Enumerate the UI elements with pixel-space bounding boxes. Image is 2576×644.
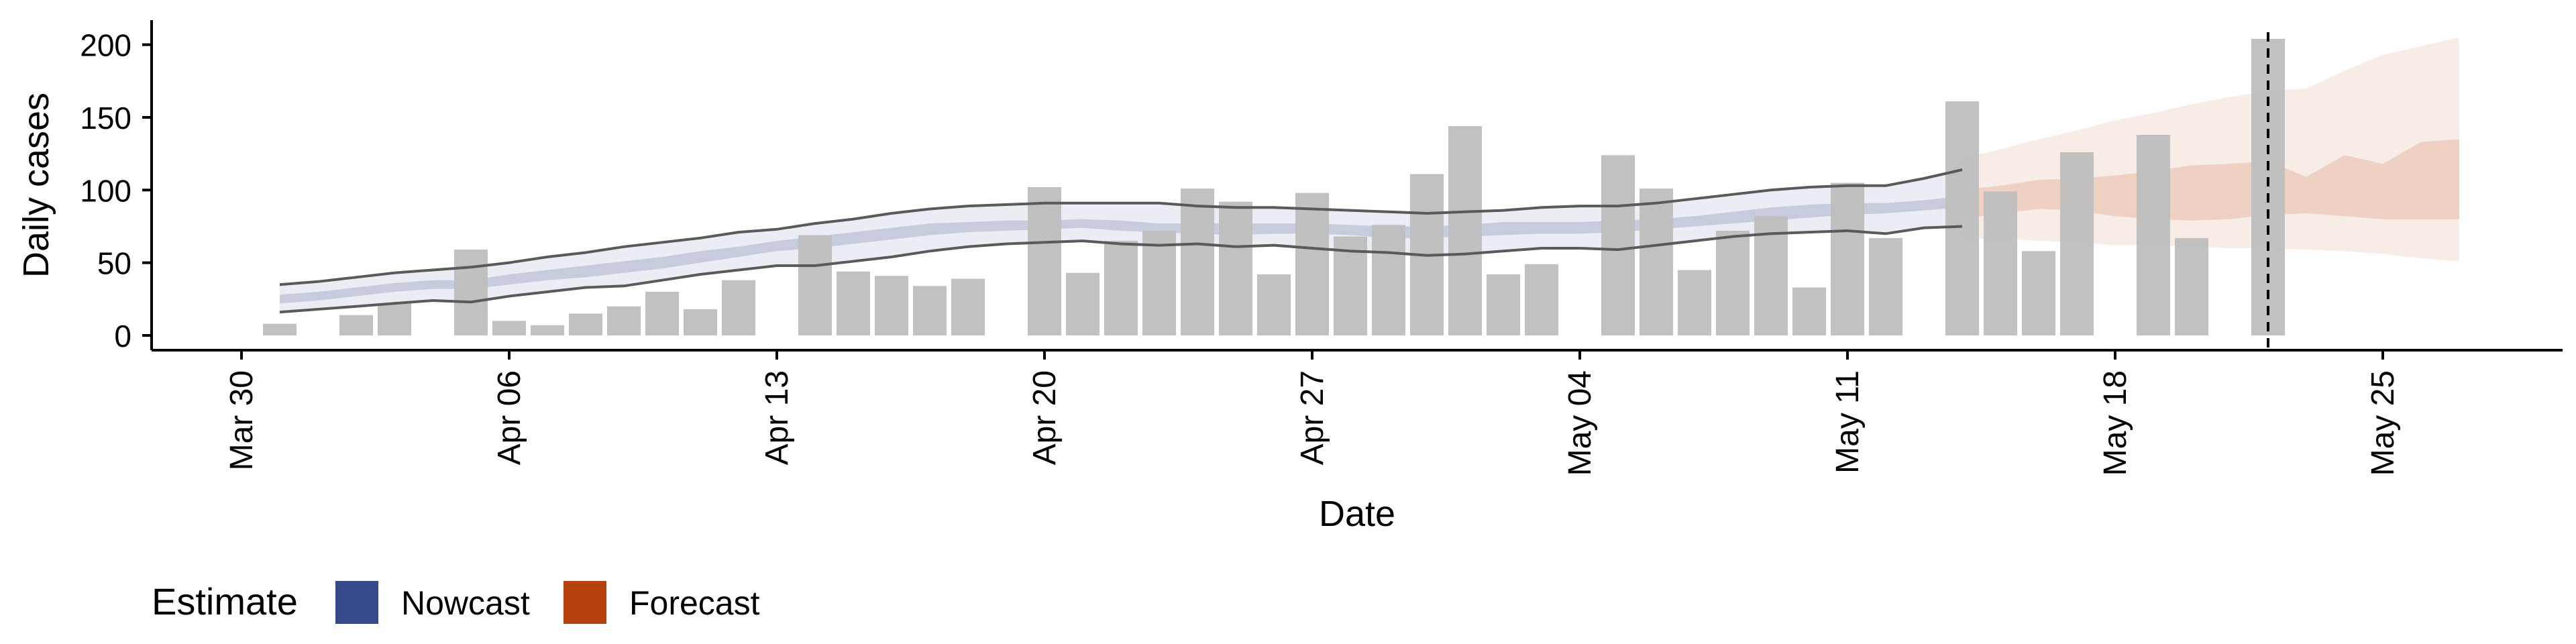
- x-tick-label: Mar 30: [224, 370, 260, 470]
- case-bar: [569, 313, 602, 335]
- case-bar: [263, 323, 297, 335]
- case-bar: [1754, 216, 1788, 335]
- case-bar: [875, 276, 908, 335]
- legend: Estimate Nowcast Forecast: [152, 580, 760, 624]
- case-bar: [645, 292, 679, 335]
- case-bar: [1066, 272, 1099, 335]
- case-bar: [492, 321, 526, 335]
- x-tick-label: May 25: [2365, 370, 2401, 476]
- case-bar: [607, 306, 641, 335]
- case-bar: [1601, 155, 1635, 336]
- case-bar: [1831, 182, 1864, 335]
- case-bar: [2175, 237, 2208, 335]
- nowcast-interval-lines: [279, 168, 1963, 314]
- x-axis-title: Date: [1319, 494, 1395, 534]
- case-bar: [722, 280, 755, 335]
- x-tick-label: Apr 27: [1295, 370, 1330, 465]
- x-tick-label: Apr 13: [759, 370, 795, 465]
- nowcast-lower-line: [279, 225, 1963, 314]
- y-tick-label: 0: [114, 319, 131, 354]
- x-tick-label: May 18: [2098, 370, 2133, 476]
- case-bar: [1142, 231, 1176, 335]
- nowcast-upper-line: [279, 168, 1963, 286]
- daily-case-bars: [263, 38, 2285, 336]
- case-bar: [1716, 231, 1750, 335]
- nowcast-50-band: [280, 196, 1962, 304]
- case-bar: [1104, 241, 1138, 335]
- case-bar: [1257, 274, 1291, 335]
- case-bar: [531, 325, 564, 335]
- case-bar: [1334, 236, 1367, 335]
- case-bar: [339, 315, 373, 335]
- x-tick-label: Apr 20: [1027, 370, 1063, 465]
- y-ticks: 0 50 100 150 200: [80, 28, 152, 354]
- case-bar: [1181, 189, 1214, 335]
- case-bar: [1792, 287, 1826, 335]
- case-bar: [1219, 201, 1252, 335]
- case-bar: [2022, 251, 2055, 335]
- case-bar: [1372, 225, 1405, 335]
- y-tick-label: 50: [97, 246, 131, 281]
- case-bar: [1984, 191, 2017, 335]
- forecast-ribbons: [1962, 37, 2459, 262]
- case-bar: [837, 271, 870, 335]
- case-bar: [1525, 264, 1558, 335]
- case-bar: [951, 278, 985, 335]
- legend-title: Estimate: [152, 580, 298, 623]
- case-bar: [1028, 187, 1061, 335]
- axes: [150, 20, 2563, 352]
- case-bar: [1448, 126, 1482, 335]
- case-bar: [1678, 270, 1711, 335]
- case-bar: [1487, 274, 1520, 335]
- case-bar: [1869, 237, 1902, 335]
- case-bar: [1640, 189, 1673, 335]
- legend-swatch-nowcast: [335, 581, 378, 624]
- case-bar: [1945, 101, 1979, 335]
- y-tick-label: 100: [80, 173, 131, 208]
- x-tick-label: May 04: [1562, 370, 1598, 476]
- x-tick-label: May 11: [1830, 370, 1866, 474]
- case-bar: [913, 286, 947, 335]
- legend-label-nowcast: Nowcast: [401, 584, 530, 622]
- legend-label-forecast: Forecast: [629, 584, 760, 622]
- case-bar: [684, 309, 717, 335]
- y-tick-label: 200: [80, 28, 131, 63]
- forecast-90-band: [1962, 37, 2459, 262]
- legend-swatch-forecast: [564, 581, 606, 624]
- case-bar: [2060, 152, 2094, 335]
- case-bar: [798, 235, 832, 335]
- y-axis-title: Daily cases: [16, 93, 56, 278]
- case-bar: [1295, 193, 1329, 335]
- case-bar: [378, 303, 411, 335]
- case-bar: [2137, 135, 2170, 335]
- y-tick-label: 150: [80, 101, 131, 136]
- x-ticks: Mar 30 Apr 06 Apr 13 Apr 20 Apr 27 May 04 May …: [224, 350, 2401, 476]
- x-tick-label: Apr 06: [492, 370, 527, 465]
- case-bar: [454, 250, 488, 335]
